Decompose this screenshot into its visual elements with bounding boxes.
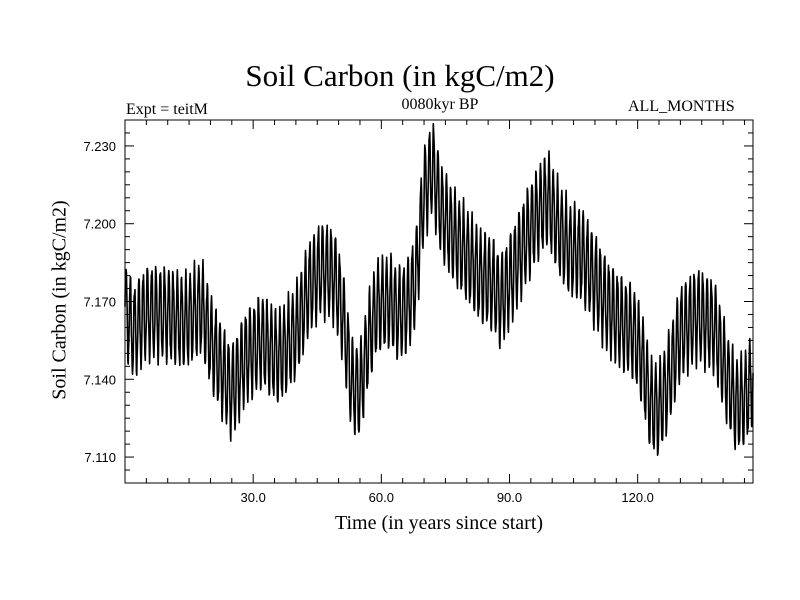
x-tick-label: 30.0 [241, 490, 266, 505]
months-label: ALL_MONTHS [628, 98, 735, 115]
x-tick-label: 60.0 [369, 490, 394, 505]
y-tick-label: 7.200 [83, 217, 116, 232]
y-tick-label: 7.110 [84, 450, 116, 465]
experiment-label: Expt = teitM [126, 101, 208, 118]
y-tick-label: 7.230 [83, 139, 116, 154]
x-axis-label: Time (in years since start) [334, 512, 544, 534]
x-tick-label: 90.0 [497, 490, 522, 505]
y-tick-label: 7.140 [83, 372, 116, 387]
x-tick-label: 120.0 [621, 490, 654, 505]
series-line [124, 122, 754, 456]
chart-title: Soil Carbon (in kgC/m2) [245, 58, 555, 93]
chart-subtitle: 0080kyr BP [401, 96, 479, 113]
y-tick-label: 7.170 [83, 295, 116, 310]
